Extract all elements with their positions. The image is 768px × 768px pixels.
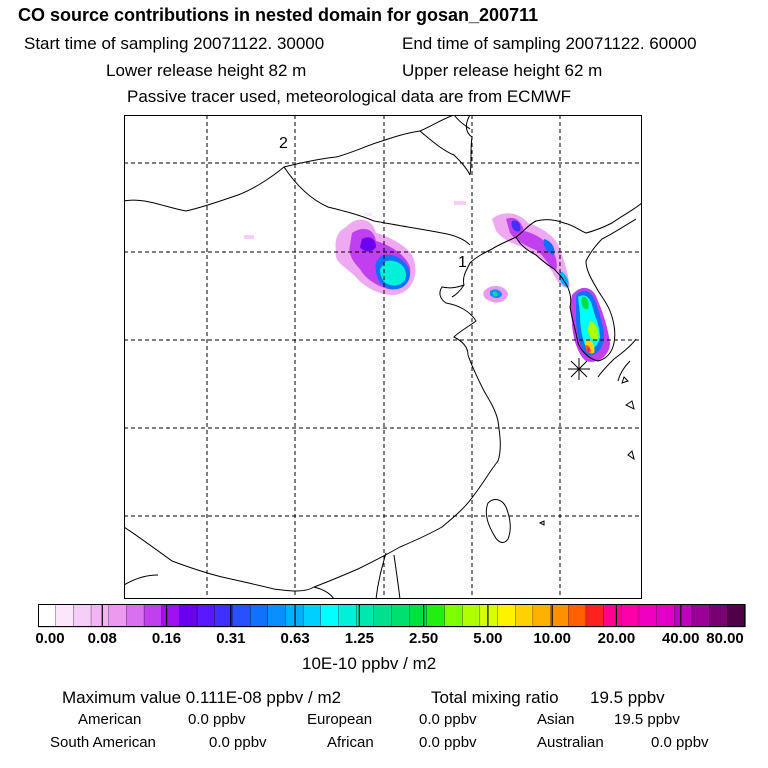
nest-label-1: 1 (458, 254, 467, 271)
plot-title: CO source contributions in nested domain… (18, 5, 539, 25)
colorbar-cell (674, 604, 693, 628)
colorbar-tick-label: 5.00 (473, 630, 503, 647)
colorbar-unit: 10E-10 ppbv / m2 (302, 654, 437, 673)
colorbar-cell (179, 604, 198, 628)
south-american-value: 0.0 ppbv (209, 734, 267, 751)
start-time-label: Start time of sampling 20071122. 30000 (24, 34, 325, 53)
colorbar-cell (373, 604, 392, 628)
map-frame (124, 115, 642, 599)
colorbar-cell (409, 604, 428, 628)
colorbar-cell (550, 604, 569, 628)
colorbar-cell (126, 604, 145, 628)
colorbar-cell (638, 604, 658, 628)
colorbar-tick-label: 0.63 (280, 630, 310, 647)
colorbar-cell (426, 604, 445, 628)
colorbar-cell (320, 604, 339, 628)
colorbar-cell (108, 604, 127, 628)
colorbar-cell (515, 604, 534, 628)
european-label: European (307, 711, 373, 728)
colorbar-cell (73, 604, 92, 628)
colorbar-tick-label: 0.16 (151, 630, 182, 647)
european-value: 0.0 ppbv (419, 711, 477, 728)
colorbar-tick-label: 10.00 (533, 630, 571, 647)
end-time-label: End time of sampling 20071122. 60000 (402, 34, 697, 53)
colorbar-cell (249, 604, 269, 628)
colorbar-tick-label: 0.00 (35, 630, 65, 647)
colorbar-cell (90, 604, 110, 628)
african-label: African (327, 734, 374, 751)
colorbar-cell (621, 604, 640, 628)
nest-label-2: 2 (279, 135, 288, 152)
colorbar-cell (585, 604, 605, 628)
colorbar-cell (691, 604, 711, 628)
colorbar-tick-label: 20.00 (597, 630, 636, 647)
colorbar-tick-label: 0.08 (87, 630, 117, 647)
colorbar-tick-label: 1.25 (344, 630, 374, 647)
grid-lines (124, 115, 642, 599)
african-value: 0.0 ppbv (419, 734, 477, 751)
total-mixing-label: Total mixing ratio (431, 688, 559, 707)
colorbar-cell (462, 604, 481, 628)
colorbar-cell (196, 604, 216, 628)
australian-label: Australian (537, 734, 604, 751)
tracer-note: Passive tracer used, meteorological data… (127, 87, 572, 106)
colorbar-cell (338, 604, 357, 628)
colorbar-cell (603, 604, 622, 628)
colorbar-cell (232, 604, 251, 628)
colorbar-cell (568, 604, 587, 628)
colorbar-tick-label: 80.00 (706, 630, 744, 647)
receptor-marker-icon (568, 358, 590, 380)
colorbar-cell (709, 604, 728, 628)
colorbar-cell (161, 604, 180, 628)
total-mixing-value: 19.5 ppbv (590, 688, 665, 707)
south-american-label: South American (50, 734, 156, 751)
max-value-label: Maximum value 0.111E-08 ppbv / m2 (62, 688, 342, 707)
colorbar-cell (38, 604, 57, 628)
colorbar (38, 604, 746, 628)
concentration-plumes (244, 201, 610, 362)
colorbar-cell (214, 604, 233, 628)
lower-release-label: Lower release height 82 m (106, 61, 307, 80)
colorbar-tick-label: 2.50 (409, 630, 439, 647)
colorbar-cell (444, 604, 463, 628)
colorbar-cell (727, 604, 746, 628)
colorbar-tick-label: 40.00 (661, 630, 700, 647)
colorbar-cell (391, 604, 410, 628)
colorbar-cell (285, 604, 304, 628)
colorbar-cell (497, 604, 516, 628)
map-panel: 2 1 (124, 115, 642, 599)
colorbar-cell (302, 604, 322, 628)
colorbar-cell (267, 604, 286, 628)
colorbar-cell (479, 604, 499, 628)
colorbar-tick-label: 0.31 (216, 630, 246, 647)
colorbar-cell (656, 604, 675, 628)
colorbar-cell (55, 604, 74, 628)
coastlines (124, 115, 642, 599)
asian-value: 19.5 ppbv (614, 711, 680, 728)
upper-release-label: Upper release height 62 m (402, 61, 603, 80)
colorbar-cell (532, 604, 552, 628)
american-label: American (78, 711, 142, 728)
american-value: 0.0 ppbv (188, 711, 246, 728)
colorbar-cell (143, 604, 163, 628)
australian-value: 0.0 ppbv (651, 734, 709, 751)
asian-label: Asian (537, 711, 575, 728)
